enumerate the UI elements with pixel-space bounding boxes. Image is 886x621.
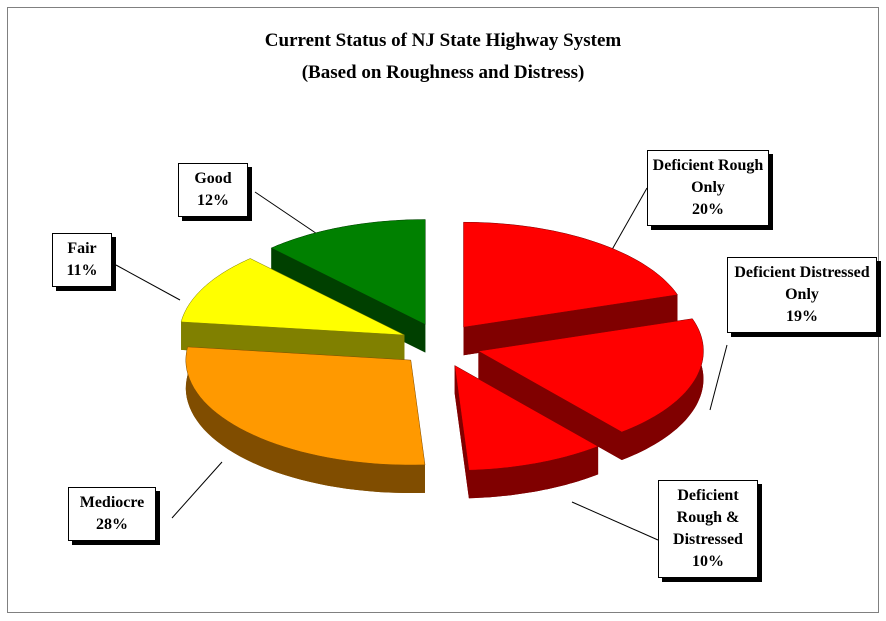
label-name: Good	[194, 170, 232, 187]
slice-top	[477, 318, 704, 433]
slice-side	[621, 318, 704, 460]
label-name: Mediocre	[79, 494, 145, 511]
slice-top	[463, 221, 678, 328]
chart-frame	[7, 7, 879, 613]
chart-subtitle: (Based on Roughness and Distress)	[301, 62, 585, 83]
slice-top	[185, 346, 426, 466]
pie-slice	[185, 346, 426, 493]
label-value: 10%	[692, 553, 724, 570]
pie-slice	[454, 365, 599, 499]
label-value: 12%	[197, 192, 229, 209]
pie	[180, 219, 704, 499]
leader-line	[709, 344, 728, 411]
slice-side	[185, 346, 425, 493]
slice-side	[468, 446, 599, 499]
label-name: Deficient Rough Only	[652, 157, 764, 196]
slice-wall	[478, 351, 622, 460]
label-value: 11%	[66, 262, 98, 279]
label-name: Deficient Distressed Only	[734, 264, 870, 303]
label-value: 20%	[692, 201, 724, 218]
leader-line	[171, 461, 223, 519]
data-label: Fair 11%	[52, 233, 112, 287]
slice-top	[180, 258, 405, 336]
data-label: Mediocre 28%	[68, 487, 156, 541]
slice-wall	[454, 365, 469, 499]
data-label: Deficient Rough Only 20%	[647, 150, 769, 226]
data-label: Good 12%	[178, 163, 248, 217]
chart-title: Current Status of NJ State Highway Syste…	[264, 30, 622, 51]
leader-line	[571, 501, 659, 541]
slice-wall	[463, 294, 678, 356]
data-label: Deficient Distressed Only 19%	[727, 257, 877, 333]
pie-slice	[477, 318, 704, 460]
label-name: Deficient Rough & Distressed	[673, 487, 743, 548]
pie-slice	[180, 258, 405, 363]
leader-line	[115, 264, 181, 301]
data-label: Deficient Rough & Distressed 10%	[658, 480, 758, 578]
label-value: 28%	[96, 516, 128, 533]
slice-top	[270, 219, 426, 325]
label-value: 19%	[786, 308, 818, 325]
label-name: Fair	[67, 240, 97, 257]
slice-top	[454, 365, 599, 471]
